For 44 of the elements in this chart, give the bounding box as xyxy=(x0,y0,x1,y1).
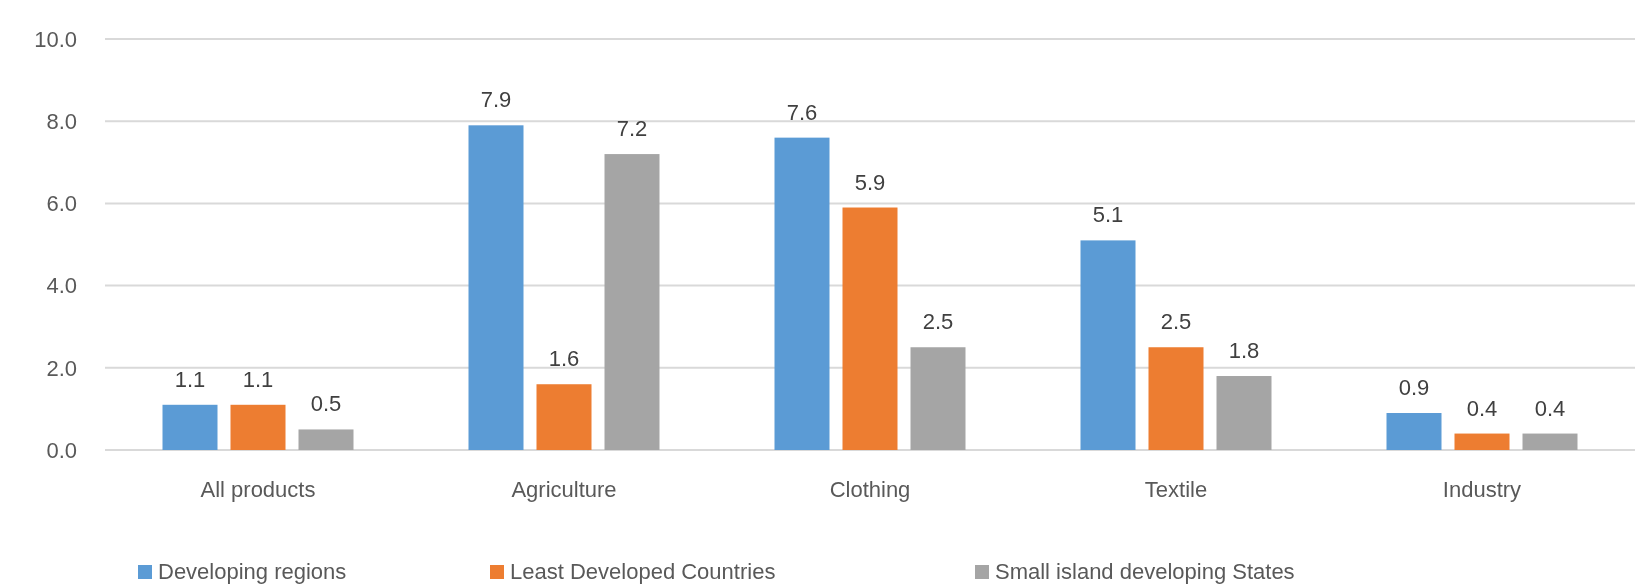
data-label: 1.8 xyxy=(1228,338,1260,364)
data-label: 1.6 xyxy=(548,346,580,372)
y-tick-label: 6.0 xyxy=(46,191,77,217)
data-label: 7.2 xyxy=(616,116,648,142)
bar xyxy=(842,207,898,450)
data-label: 5.1 xyxy=(1092,202,1124,228)
bar xyxy=(536,384,592,450)
y-tick-label: 8.0 xyxy=(46,108,77,134)
y-tick-label: 0.0 xyxy=(46,437,77,463)
data-label: 2.5 xyxy=(1160,309,1192,335)
data-label: 1.1 xyxy=(174,366,206,392)
legend-label: Least Developed Countries xyxy=(510,559,776,584)
bar xyxy=(1080,240,1136,450)
y-tick-label: 4.0 xyxy=(46,273,77,299)
bar xyxy=(230,404,286,450)
data-label: 2.5 xyxy=(922,309,954,335)
data-label: 0.4 xyxy=(1534,395,1566,421)
x-tick-label: Clothing xyxy=(829,477,911,502)
bar xyxy=(298,429,354,450)
data-label: 5.9 xyxy=(854,169,886,195)
data-label: 0.4 xyxy=(1466,395,1498,421)
bar xyxy=(1454,433,1510,450)
bar xyxy=(1148,347,1204,450)
bar xyxy=(774,137,830,450)
legend-label: Developing regions xyxy=(158,559,347,584)
data-label: 1.1 xyxy=(242,366,274,392)
bar xyxy=(1522,433,1578,450)
bar xyxy=(468,125,524,450)
bar xyxy=(1386,413,1442,450)
data-label: 7.9 xyxy=(480,87,512,113)
data-label: 0.9 xyxy=(1398,375,1430,401)
y-tick-label: 10.0 xyxy=(34,26,77,52)
bar xyxy=(162,404,218,450)
data-label: 0.5 xyxy=(310,391,342,417)
x-tick-label: All products xyxy=(200,477,316,502)
x-tick-label: Textile xyxy=(1144,477,1208,502)
bar xyxy=(910,347,966,450)
data-label: 7.6 xyxy=(786,99,818,125)
x-tick-label: Industry xyxy=(1442,477,1522,502)
y-tick-label: 2.0 xyxy=(46,355,77,381)
bar xyxy=(604,154,660,450)
x-tick-label: Agriculture xyxy=(511,477,617,502)
bar xyxy=(1216,376,1272,450)
legend-label: Small island developing States xyxy=(995,559,1295,584)
